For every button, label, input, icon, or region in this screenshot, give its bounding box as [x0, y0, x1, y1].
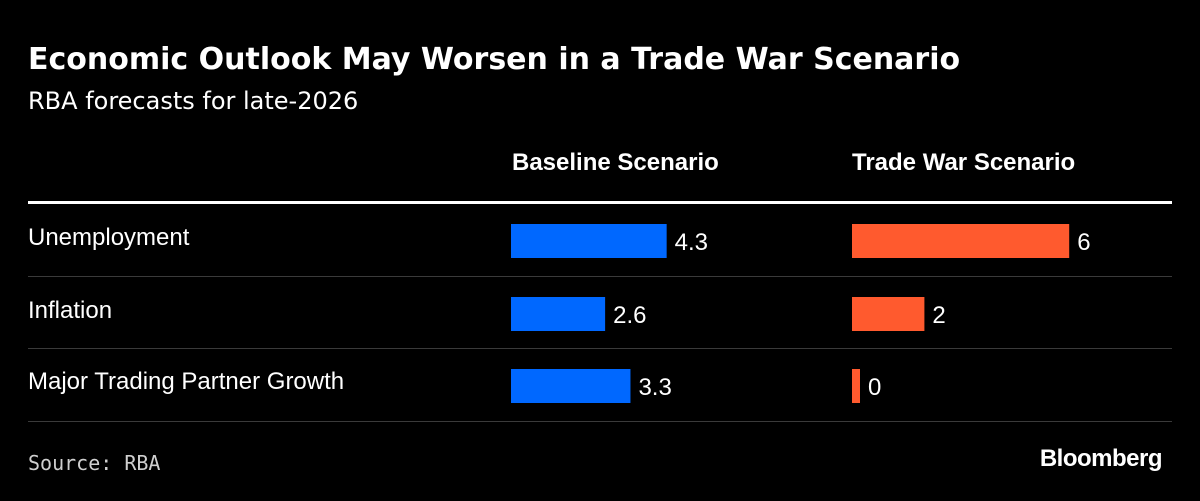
bar-baseline-2 — [511, 369, 631, 403]
value-label-trade-war-0: 6 — [1077, 229, 1090, 256]
chart-subtitle: RBA forecasts for late-2026 — [28, 87, 359, 115]
value-label-baseline-1: 2.6 — [613, 302, 646, 329]
bar-trade-war-2 — [852, 369, 860, 403]
header-rule — [28, 201, 1172, 204]
source-note: Source: RBA — [28, 451, 161, 475]
value-label-trade-war-2: 0 — [868, 374, 881, 401]
bar-trade-war-1 — [852, 297, 925, 331]
bloomberg-logo: Bloomberg — [1039, 445, 1163, 472]
bar-trade-war-0 — [852, 224, 1070, 258]
row-divider — [28, 421, 1172, 422]
row-label-trading-partner-growth: Major Trading Partner Growth — [28, 368, 345, 395]
row-label-unemployment: Unemployment — [28, 224, 190, 251]
chart-title: Economic Outlook May Worsen in a Trade W… — [28, 42, 961, 77]
bar-baseline-0 — [511, 224, 667, 258]
value-label-trade-war-1: 2 — [932, 302, 945, 329]
row-divider — [28, 348, 1172, 349]
row-label-inflation: Inflation — [28, 297, 113, 324]
column-header-trade-war: Trade War Scenario — [852, 149, 1076, 176]
value-label-baseline-2: 3.3 — [638, 374, 671, 401]
bar-baseline-1 — [511, 297, 606, 331]
row-divider — [28, 276, 1172, 277]
value-label-baseline-0: 4.3 — [675, 229, 708, 256]
column-header-baseline: Baseline Scenario — [512, 149, 719, 176]
